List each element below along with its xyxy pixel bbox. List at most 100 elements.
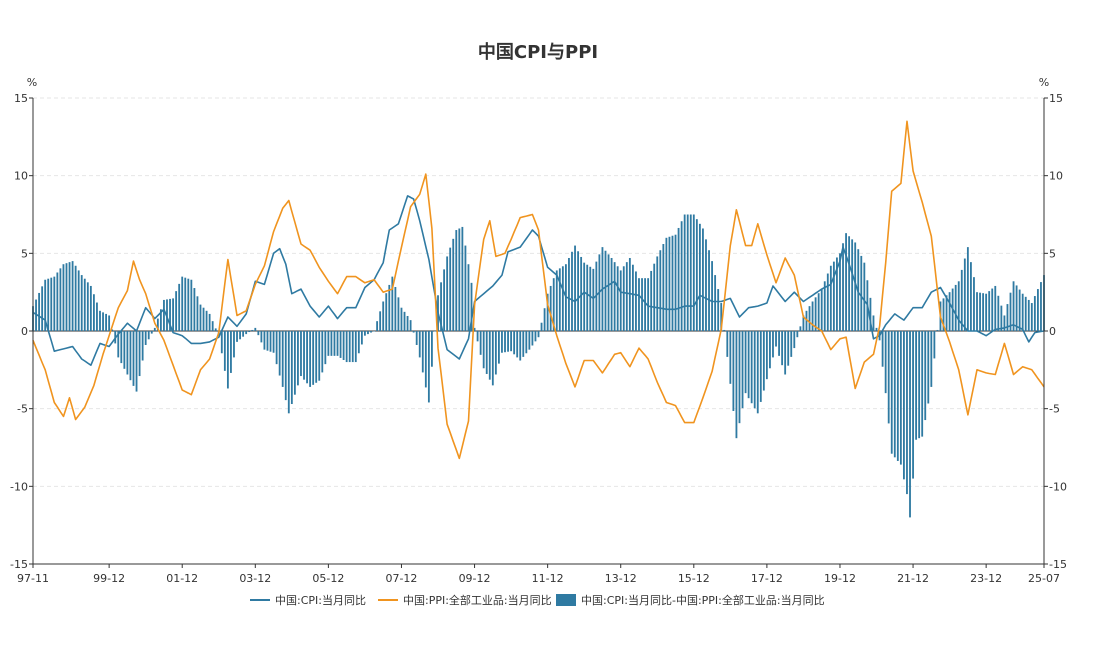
bar	[674, 234, 677, 331]
bar	[211, 321, 214, 331]
bar	[156, 318, 159, 331]
x-tick-label: 07-12	[385, 572, 417, 585]
bar	[890, 331, 893, 454]
bar	[278, 331, 281, 376]
bar	[199, 304, 202, 331]
bar	[826, 273, 829, 331]
bar	[196, 296, 199, 331]
bar	[105, 313, 107, 331]
bar	[698, 223, 701, 331]
bar	[775, 331, 777, 347]
bar	[226, 331, 229, 389]
y-axis-unit-right: %	[1039, 76, 1049, 89]
bar	[132, 331, 135, 386]
bar	[851, 239, 854, 331]
bar	[558, 268, 561, 331]
bar	[111, 329, 114, 331]
bar	[479, 331, 482, 355]
bar	[303, 331, 305, 380]
bar	[616, 266, 619, 331]
bar	[933, 331, 936, 359]
bar	[589, 266, 592, 331]
bar	[202, 307, 205, 331]
series-line-2	[32, 120, 1045, 460]
bar	[41, 286, 44, 331]
bar	[89, 285, 92, 331]
bar	[747, 331, 750, 399]
bar	[169, 298, 171, 331]
bar	[963, 258, 966, 331]
bar	[501, 331, 503, 353]
bar	[540, 322, 543, 331]
bar	[357, 331, 360, 354]
bar	[522, 331, 525, 357]
bar	[181, 276, 184, 331]
bar	[421, 331, 424, 373]
bar	[912, 331, 914, 479]
bar	[954, 284, 957, 331]
bar	[306, 331, 308, 384]
bar	[385, 293, 388, 331]
bar	[887, 331, 890, 424]
bar	[680, 221, 683, 331]
bar	[814, 297, 817, 331]
bar	[150, 331, 153, 334]
bar	[281, 331, 284, 387]
bar	[896, 331, 899, 461]
bar	[723, 329, 726, 331]
bar	[808, 306, 811, 331]
bar	[248, 331, 251, 333]
bar	[476, 331, 479, 342]
legend: 中国:CPI:当月同比 中国:PPI:全部工业品:当月同比 中国:CPI:当月同比-…	[250, 593, 825, 607]
x-tick-label: 11-12	[532, 572, 564, 585]
bar	[534, 331, 537, 342]
bar	[35, 299, 37, 331]
bar	[412, 331, 415, 333]
bar	[744, 331, 747, 394]
bar	[379, 311, 382, 331]
bar	[382, 301, 385, 331]
bar	[631, 264, 634, 331]
bar	[44, 279, 47, 331]
bar	[434, 331, 436, 332]
bar	[431, 331, 433, 367]
bar	[613, 262, 616, 331]
bar	[863, 262, 866, 331]
bar	[367, 331, 369, 335]
bar	[354, 331, 357, 363]
bar	[397, 297, 400, 331]
bar	[315, 331, 318, 383]
x-tick-label: 15-12	[678, 572, 710, 585]
x-tick-label: 99-12	[93, 572, 125, 585]
bar	[872, 315, 875, 331]
bar	[324, 331, 327, 365]
bar	[811, 301, 814, 331]
bar	[455, 230, 458, 331]
bar	[820, 289, 823, 331]
bar	[159, 309, 162, 331]
bar	[1015, 285, 1018, 331]
bar	[781, 331, 784, 366]
bar	[823, 281, 826, 331]
bar	[635, 271, 637, 331]
y-tick-label-left: 15	[14, 92, 28, 105]
bar	[519, 331, 522, 361]
bar	[686, 214, 689, 331]
bar	[86, 282, 89, 331]
bar	[321, 331, 324, 373]
bar	[592, 268, 595, 331]
bar	[893, 331, 896, 458]
bar	[83, 278, 86, 331]
bar	[622, 266, 625, 331]
bar	[531, 331, 534, 346]
bar	[126, 331, 129, 375]
y-tick-label-right: 0	[1049, 325, 1056, 338]
bar	[860, 255, 863, 331]
bar	[638, 278, 640, 331]
bar-series	[32, 214, 1045, 518]
bar	[832, 261, 835, 331]
bar	[178, 283, 181, 331]
bar	[446, 256, 449, 331]
bar	[458, 228, 461, 331]
bar	[836, 257, 838, 331]
